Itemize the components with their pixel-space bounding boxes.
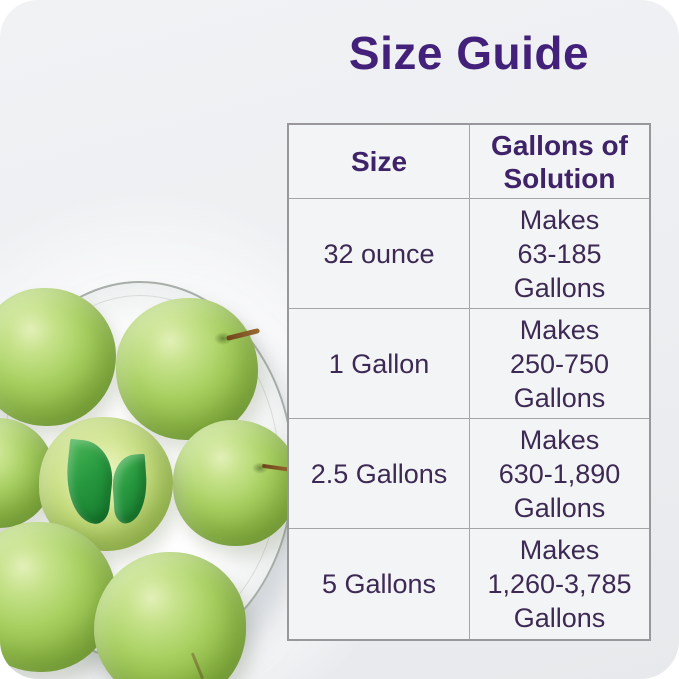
makes-unit: Gallons — [513, 603, 606, 633]
makes-line: Makes — [519, 204, 600, 235]
makes-line: Makes — [519, 424, 600, 455]
makes-range: 1,260-3,785 — [487, 569, 632, 599]
apple-bottom — [94, 552, 246, 679]
size-cell: 1 Gallon — [289, 309, 470, 419]
makes-cell: Makes 1,260-3,785 Gallons — [470, 529, 649, 639]
apple-top-left — [0, 288, 116, 426]
makes-unit: Gallons — [513, 492, 606, 523]
makes-range: 250-750 — [509, 348, 610, 379]
page-title: Size Guide — [348, 27, 590, 79]
makes-cell: Makes 63-185 Gallons — [470, 199, 649, 309]
size-cell: 5 Gallons — [289, 529, 470, 639]
header-gallons: Gallons of Solution — [470, 125, 649, 199]
makes-line: Makes — [519, 314, 600, 345]
makes-range: 63-185 — [517, 238, 602, 269]
apple-top — [116, 298, 258, 440]
size-cell: 32 ounce — [289, 199, 470, 309]
makes-line: Makes — [519, 535, 600, 565]
size-guide-table: Size Gallons of Solution 32 ounce Makes … — [287, 123, 651, 641]
makes-cell: Makes 630-1,890 Gallons — [470, 419, 649, 529]
apple-right — [173, 420, 299, 546]
size-cell: 2.5 Gallons — [289, 419, 470, 529]
header-size: Size — [289, 125, 470, 199]
makes-cell: Makes 250-750 Gallons — [470, 309, 649, 419]
makes-range: 630-1,890 — [498, 458, 621, 489]
makes-unit: Gallons — [513, 272, 606, 303]
makes-unit: Gallons — [513, 382, 606, 413]
